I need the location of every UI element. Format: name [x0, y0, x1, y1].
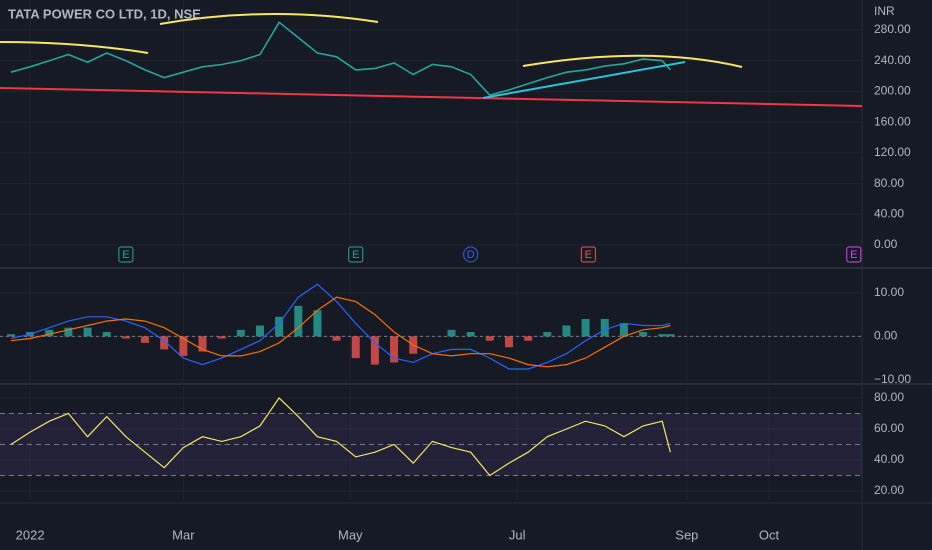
series-line	[10, 296, 671, 368]
symbol-title: TATA POWER CO LTD, 1D, NSE	[8, 6, 201, 21]
event-marker	[348, 246, 364, 263]
histogram-bar	[466, 332, 475, 337]
x-tick-label: May	[338, 527, 363, 542]
histogram-bar	[6, 334, 15, 337]
histogram-bar	[543, 332, 552, 337]
histogram-bar	[160, 336, 169, 350]
series-line	[10, 283, 671, 370]
y-tick-label: 280.00	[874, 22, 911, 36]
y-tick-label: 120.00	[874, 145, 911, 159]
rsi-band	[0, 413, 862, 476]
histogram-bar	[658, 334, 667, 337]
histogram-bar	[121, 336, 130, 339]
histogram-bar	[102, 332, 111, 337]
histogram-bar	[83, 327, 92, 337]
trend-arc	[522, 54, 743, 68]
event-label: E	[352, 249, 359, 261]
trend-arc	[0, 41, 149, 54]
currency-label: INR	[874, 4, 895, 18]
histogram-bar	[351, 336, 360, 359]
y-tick-label: 60.00	[874, 421, 904, 435]
histogram-bar	[179, 336, 188, 356]
y-tick-label: 80.00	[874, 176, 904, 190]
y-tick-label: 10.00	[874, 285, 904, 299]
y-tick-label: 40.00	[874, 206, 904, 220]
y-tick-label: 200.00	[874, 84, 911, 98]
y-tick-label: 0.00	[874, 237, 898, 251]
y-tick-label: 20.00	[874, 483, 904, 497]
histogram-bar	[562, 325, 571, 337]
histogram-bar	[581, 318, 590, 337]
histogram-bar	[198, 336, 207, 352]
histogram-bar	[255, 325, 264, 337]
y-tick-label: 0.00	[874, 329, 898, 343]
histogram-bar	[313, 310, 322, 337]
histogram-bar	[332, 336, 341, 341]
event-marker	[580, 246, 596, 263]
event-label: E	[585, 249, 592, 261]
event-marker	[463, 246, 479, 263]
histogram-bar	[45, 329, 54, 337]
x-tick-label: Mar	[172, 527, 195, 542]
event-marker	[118, 246, 134, 263]
support-line	[0, 87, 863, 107]
histogram-bar	[294, 305, 303, 337]
y-tick-label: 160.00	[874, 114, 911, 128]
y-tick-label: 80.00	[874, 390, 904, 404]
histogram-bar	[600, 318, 609, 337]
event-marker	[846, 246, 862, 263]
histogram-bar	[639, 332, 648, 337]
x-tick-label: Sep	[675, 527, 698, 542]
trend-line	[482, 61, 686, 99]
event-label: E	[122, 249, 129, 261]
histogram-bar	[504, 336, 513, 348]
histogram-bar	[524, 336, 533, 341]
event-label: E	[850, 249, 857, 261]
histogram-bar	[370, 336, 379, 365]
y-tick-label: 40.00	[874, 452, 904, 466]
histogram-bar	[217, 336, 226, 339]
histogram-bar	[619, 323, 628, 337]
series-line	[10, 396, 671, 477]
series-line	[10, 21, 671, 97]
histogram-bar	[64, 327, 73, 337]
histogram-bar	[390, 336, 399, 363]
x-tick-label: 2022	[16, 527, 45, 542]
trend-arc	[159, 12, 379, 25]
histogram-bar	[141, 336, 150, 343]
histogram-bar	[447, 329, 456, 337]
histogram-bar	[485, 336, 494, 341]
y-tick-label: −10.00	[874, 372, 911, 386]
histogram-bar	[275, 316, 284, 337]
layers: 0.00 40.00 80.00 120.00 160.00 200.00 240.00 28…	[0, 0, 911, 542]
x-tick-label: Jul	[509, 527, 526, 542]
x-tick-label: Oct	[759, 527, 780, 542]
histogram-bar	[236, 329, 245, 337]
event-label: D	[467, 249, 475, 261]
histogram-bar	[666, 334, 675, 337]
y-tick-label: 240.00	[874, 53, 911, 67]
